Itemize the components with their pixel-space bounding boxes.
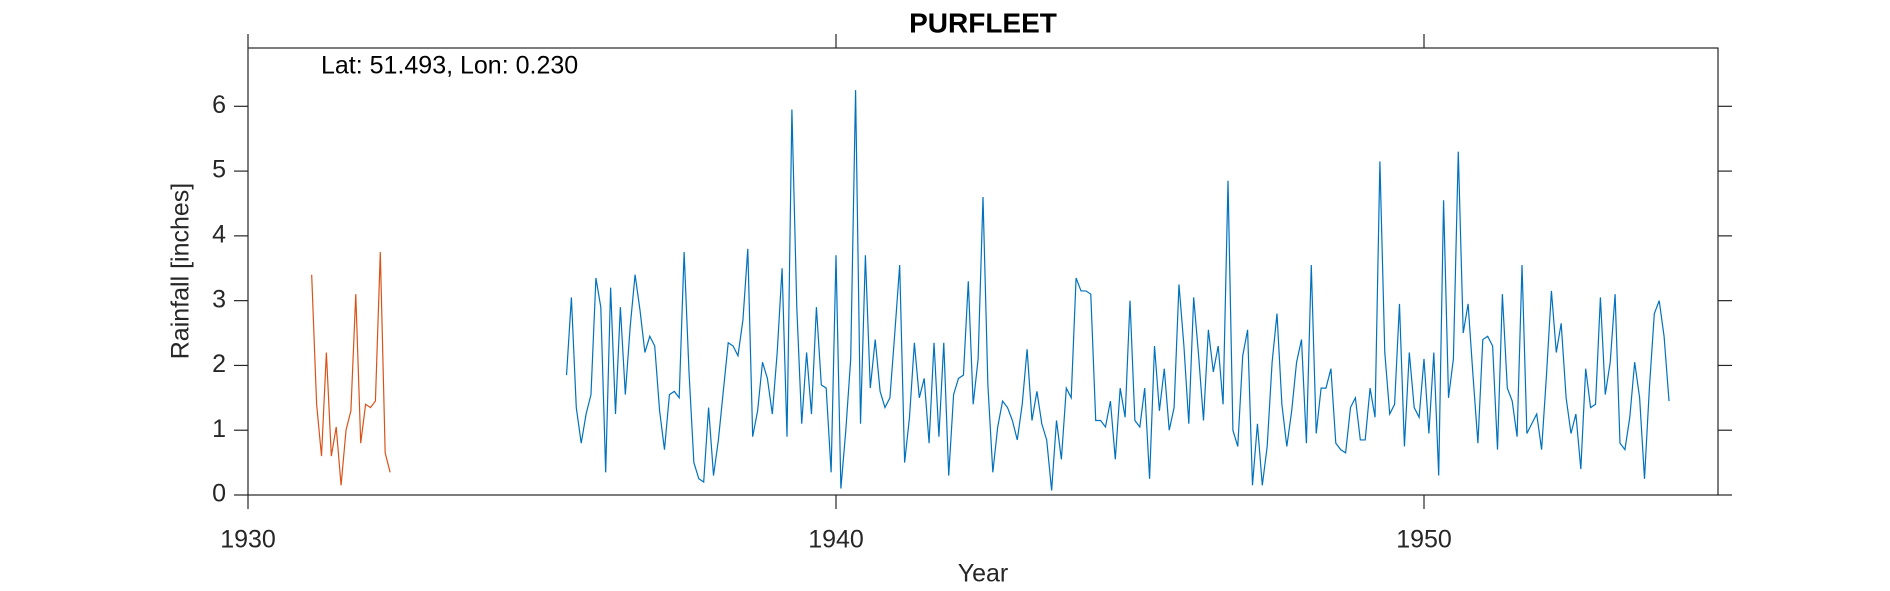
y-tick-label: 5 — [212, 156, 226, 184]
y-tick-label: 6 — [212, 91, 226, 119]
x-tick-label: 1950 — [1396, 526, 1452, 554]
chart-title: PURFLEET — [909, 7, 1057, 38]
x-axis-label: Year — [958, 560, 1009, 588]
x-tick-label: 1930 — [220, 526, 276, 554]
y-tick-label: 0 — [212, 480, 226, 508]
data-line — [565, 90, 1670, 491]
y-axis-label: Rainfall [inches] — [167, 183, 195, 359]
x-tick-label: 1940 — [808, 526, 864, 554]
y-tick-label: 4 — [212, 220, 226, 248]
axes-box — [247, 47, 1719, 496]
data-line — [311, 252, 391, 486]
y-tick-label: 3 — [212, 285, 226, 313]
y-tick-label: 2 — [212, 350, 226, 378]
y-tick-label: 1 — [212, 415, 226, 443]
annotation: Lat: 51.493, Lon: 0.230 — [321, 52, 578, 80]
